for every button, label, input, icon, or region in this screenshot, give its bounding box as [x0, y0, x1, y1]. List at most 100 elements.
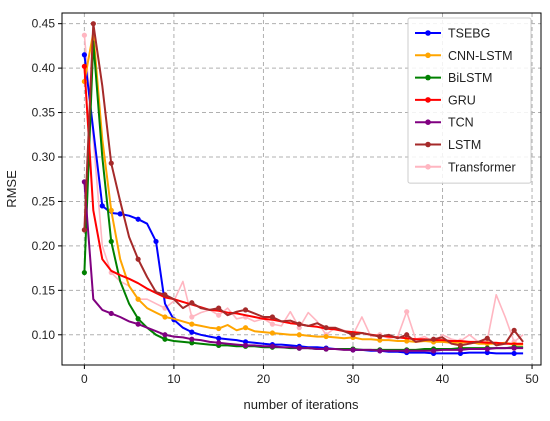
legend-item-transformer: Transformer [415, 160, 516, 174]
data-point-tsebg [99, 203, 105, 209]
data-point-bilstm [81, 269, 87, 276]
data-point-cnn-lstm [162, 314, 168, 320]
data-point-tcn [269, 343, 276, 349]
y-axis-ticks: 0.10 0.15 0.20 0.25 0.30 0.35 0.40 0.45 [32, 17, 62, 342]
data-point-tcn [216, 340, 222, 346]
data-point-lstm [108, 160, 114, 166]
data-point-tsebg [216, 335, 222, 341]
legend-label: Transformer [448, 160, 516, 174]
legend-box [407, 17, 532, 184]
data-point-transformer [296, 325, 302, 331]
data-point-cnn-lstm [296, 332, 302, 338]
legend-label: CNN-LSTM [448, 49, 513, 63]
data-point-tcn [511, 345, 517, 351]
data-point-tcn [484, 346, 490, 352]
data-point-lstm [242, 307, 249, 313]
y-tick-label: 0.30 [32, 150, 56, 164]
series-layer [81, 21, 524, 357]
legend-item-cnn-lstm: CNN-LSTM [415, 49, 513, 63]
data-point-gru [81, 63, 87, 69]
data-point-lstm [81, 227, 87, 233]
data-point-lstm [350, 332, 356, 338]
data-point-cnn-lstm [242, 325, 249, 331]
data-point-tsebg [484, 349, 490, 356]
data-point-tsebg [135, 216, 141, 222]
x-tick-label: 20 [257, 372, 271, 386]
data-point-lstm [90, 21, 96, 27]
data-point-transformer [404, 309, 410, 315]
legend-swatch-marker [425, 30, 431, 36]
x-tick-label: 0 [81, 372, 88, 386]
y-axis-label: RMSE [4, 170, 19, 208]
series-lstm [81, 21, 524, 349]
data-point-tcn [242, 342, 249, 349]
data-point-tcn [430, 348, 437, 354]
data-point-cnn-lstm [323, 333, 329, 340]
data-point-tcn [323, 346, 329, 352]
x-tick-label: 50 [525, 372, 539, 386]
legend-label: LSTM [448, 138, 481, 152]
x-axis-label: number of iterations [244, 397, 359, 412]
data-point-lstm [135, 256, 141, 262]
data-point-tcn [377, 348, 383, 354]
data-point-tsebg [242, 339, 249, 345]
data-point-transformer [81, 32, 87, 38]
data-point-lstm [323, 325, 329, 331]
x-tick-label: 10 [167, 372, 181, 386]
legend-item-tcn: TCN [415, 116, 474, 130]
data-point-lstm [511, 327, 517, 333]
legend-item-bilstm: BiLSTM [415, 71, 492, 85]
data-point-tcn [350, 347, 356, 353]
data-point-cnn-lstm [269, 330, 276, 336]
y-tick-label: 0.10 [32, 328, 56, 342]
series-tsebg [81, 52, 524, 357]
data-point-cnn-lstm [135, 296, 141, 302]
legend-swatch-marker [425, 164, 431, 170]
data-point-bilstm [162, 336, 168, 342]
legend-label: GRU [448, 93, 476, 107]
y-tick-label: 0.40 [32, 61, 56, 75]
series-line-lstm [83, 22, 524, 347]
data-point-lstm [189, 300, 195, 306]
y-tick-label: 0.45 [32, 17, 56, 31]
y-tick-label: 0.25 [32, 194, 56, 208]
data-point-lstm [377, 333, 383, 340]
data-point-lstm [269, 314, 276, 320]
legend: TSEBG CNN-LSTM BiLSTM GRU TCN LSTM Transformer [407, 17, 532, 184]
data-point-tcn [404, 348, 410, 354]
legend-label: BiLSTM [448, 71, 492, 85]
data-point-tcn [135, 321, 141, 327]
data-point-tcn [457, 347, 464, 353]
x-axis-ticks: 0 10 20 30 40 50 [81, 365, 539, 386]
data-point-tsebg [189, 329, 195, 335]
data-point-lstm [484, 335, 490, 341]
data-point-lstm [430, 336, 437, 342]
series-tcn [81, 179, 524, 354]
legend-item-gru: GRU [415, 93, 476, 107]
y-tick-label: 0.15 [32, 283, 56, 297]
x-tick-label: 40 [436, 372, 450, 386]
y-tick-label: 0.20 [32, 239, 56, 253]
legend-item-tsebg: TSEBG [415, 27, 490, 41]
y-tick-label: 0.35 [32, 106, 56, 120]
data-point-bilstm [189, 340, 195, 346]
legend-item-lstm: LSTM [415, 138, 481, 152]
data-point-lstm [457, 342, 464, 349]
data-point-tsebg [457, 350, 464, 357]
data-point-cnn-lstm [216, 325, 222, 332]
data-point-lstm [162, 292, 168, 298]
data-point-bilstm [108, 238, 114, 245]
data-point-lstm [404, 332, 410, 338]
data-point-tsebg [81, 52, 87, 58]
x-tick-label: 30 [346, 372, 360, 386]
data-point-transformer [216, 312, 222, 318]
legend-label: TSEBG [448, 27, 490, 41]
data-point-transformer [269, 321, 276, 327]
legend-swatch-marker [425, 141, 431, 148]
legend-swatch-marker [425, 97, 431, 103]
data-point-lstm [296, 321, 302, 327]
data-point-bilstm [135, 316, 141, 322]
data-point-cnn-lstm [404, 338, 410, 344]
series-line-tsebg [83, 54, 524, 355]
